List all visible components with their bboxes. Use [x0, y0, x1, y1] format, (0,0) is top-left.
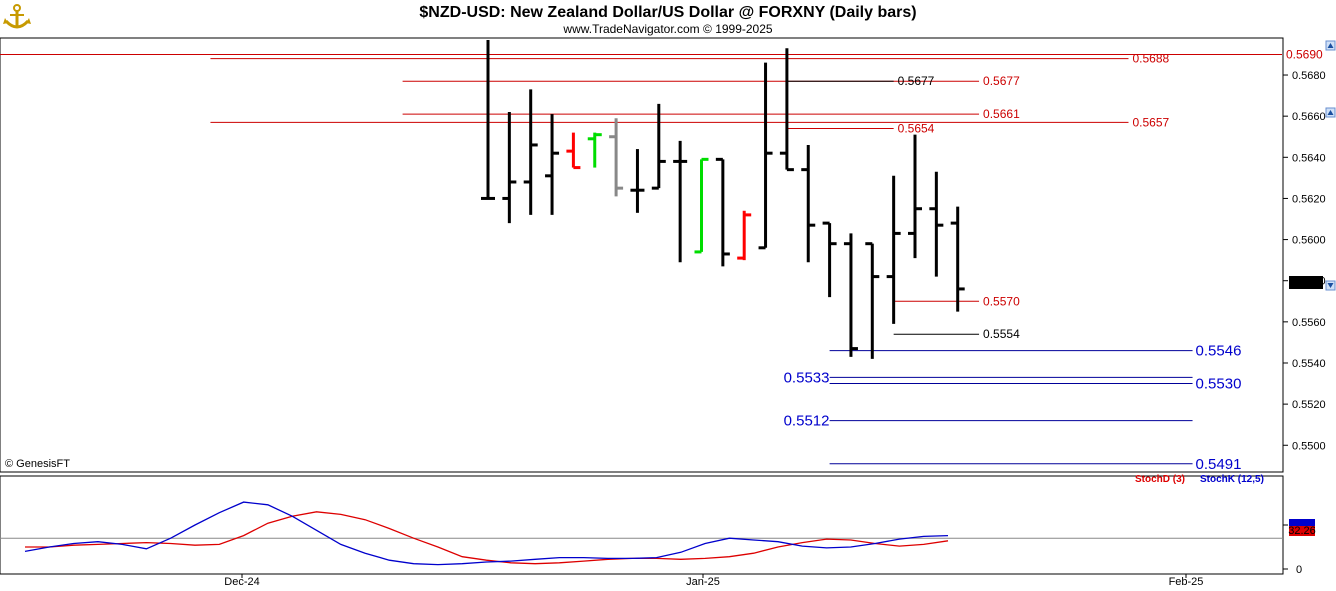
level-label: 0.5657 — [1133, 115, 1170, 129]
chart-title: $NZD-USD: New Zealand Dollar/US Dollar @… — [419, 4, 916, 21]
price-bar — [908, 134, 922, 259]
chart-logo — [3, 4, 31, 29]
price-tick-label: 0.5620 — [1292, 193, 1326, 205]
level-label: 0.5690 — [1286, 47, 1323, 61]
level-label: 0.5546 — [1196, 343, 1242, 360]
price-bar — [481, 40, 495, 200]
price-bar — [843, 233, 858, 357]
price-tick-label: 0.5500 — [1292, 440, 1326, 452]
stoch-last-value: 32.26 — [1288, 525, 1316, 537]
price-bar — [630, 149, 645, 213]
level-label: 0.5491 — [1196, 456, 1242, 473]
price-tick-label: 0.5600 — [1292, 235, 1326, 247]
level-label: 0.5654 — [898, 122, 935, 136]
last-price-box: 0.5576 — [1289, 276, 1323, 289]
price-bar — [609, 118, 624, 197]
price-bar — [523, 89, 538, 215]
price-tick-label: 0.5560 — [1292, 317, 1326, 329]
level-label: 0.5688 — [1133, 52, 1170, 66]
level-label: 0.5512 — [784, 413, 830, 430]
stoch-tick-label: 0 — [1296, 564, 1302, 576]
stoch-lines — [24, 501, 949, 566]
level-label: 0.5554 — [983, 327, 1020, 341]
level-label: 0.5677 — [898, 74, 935, 88]
date-tick-label: Jan-25 — [686, 576, 720, 588]
price-bars — [481, 40, 965, 359]
scroll-up-button[interactable] — [1325, 40, 1336, 51]
level-label: 0.5570 — [983, 294, 1020, 308]
arrow-up-icon — [1327, 110, 1334, 115]
price-bar — [950, 206, 965, 312]
price-tick-label: 0.5660 — [1292, 111, 1326, 123]
level-label: 0.5530 — [1196, 376, 1242, 393]
date-tick-label: Dec-24 — [224, 576, 259, 588]
scroll-down-button[interactable] — [1325, 280, 1336, 291]
arrow-up-icon — [1327, 43, 1334, 48]
price-bar — [822, 221, 837, 298]
level-label: 0.5677 — [983, 74, 1020, 88]
stoch-last-box: 32.26 — [1288, 519, 1316, 537]
price-panel-frame — [0, 37, 1284, 473]
level-lines: 0.5690 0.5688 0.5677 0.5677 0.5661 0.5657 0.56… — [0, 47, 1323, 473]
arrow-down-icon — [1327, 283, 1334, 288]
price-bar — [737, 210, 752, 261]
price-bar — [673, 140, 688, 263]
price-bar — [865, 242, 880, 359]
anchor-logo-icon — [3, 4, 31, 29]
scroll-up-button-2[interactable] — [1325, 107, 1336, 118]
price-tick-label: 0.5540 — [1292, 358, 1326, 370]
date-tick-label: Feb-25 — [1169, 576, 1204, 588]
price-tick-label: 0.5680 — [1292, 70, 1326, 82]
price-bar — [545, 114, 560, 215]
price-bar — [929, 171, 944, 277]
price-bar — [587, 132, 602, 168]
date-axis: Dec-24 Jan-25 Feb-25 — [224, 574, 1203, 588]
price-tick-label: 0.5520 — [1292, 399, 1326, 411]
price-bar — [758, 62, 773, 250]
chart-subtitle: www.TradeNavigator.com © 1999-2025 — [562, 22, 772, 36]
price-bar — [715, 157, 730, 267]
price-bar — [566, 132, 581, 170]
stoch-axis: 500 — [0, 520, 1308, 576]
price-axis: 0.56800.56600.56400.56200.56000.55800.55… — [1283, 70, 1326, 452]
last-price-label: 0.5576 — [1289, 277, 1323, 289]
legend-stoch-d: StochD (3) — [1135, 474, 1185, 485]
stoch-panel-frame — [0, 475, 1284, 575]
legend-stoch-k: StochK (12,5) — [1200, 474, 1264, 485]
price-bar — [779, 48, 794, 172]
level-label: 0.5661 — [983, 107, 1020, 121]
price-bar — [801, 144, 816, 263]
price-bar — [502, 112, 517, 224]
watermark: © GenesisFT — [5, 458, 70, 470]
price-tick-label: 0.5640 — [1292, 152, 1326, 164]
price-bar — [886, 175, 901, 324]
price-bar — [651, 103, 666, 190]
stoch-k-line — [24, 501, 949, 566]
price-bar — [694, 157, 709, 254]
level-label: 0.5533 — [784, 369, 830, 386]
